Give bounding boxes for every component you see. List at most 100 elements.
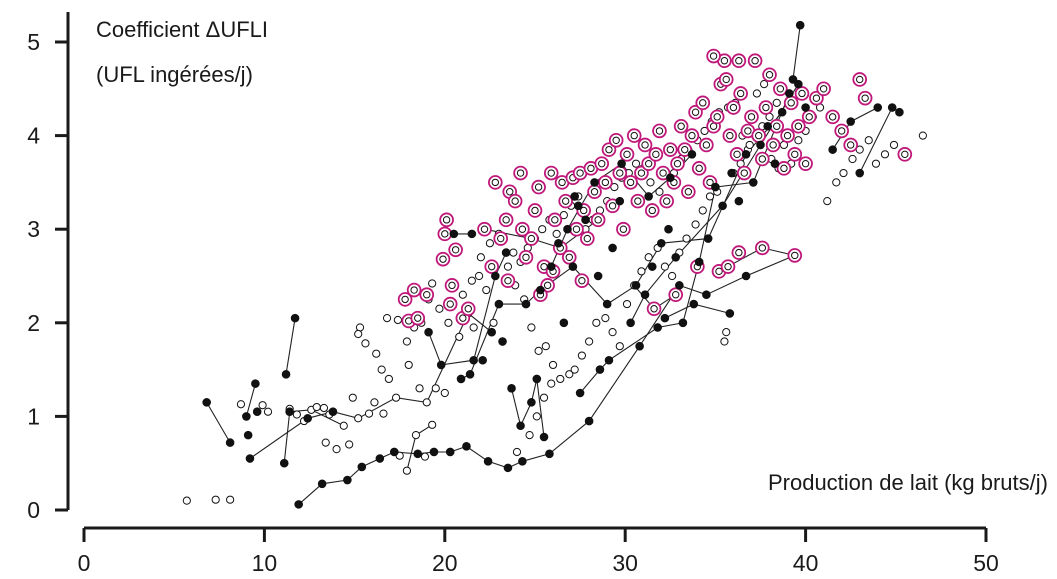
filled-point [801, 103, 810, 112]
open-point [435, 304, 444, 313]
ring-core [410, 286, 418, 294]
ring-core [681, 145, 689, 154]
ring-core [787, 99, 795, 107]
ring-core [736, 89, 745, 98]
open-point [556, 374, 565, 384]
open-point [391, 393, 401, 402]
ring-core [783, 131, 792, 140]
open-point [455, 332, 464, 341]
open-point [668, 271, 677, 281]
open-point [646, 178, 655, 187]
ring-core [758, 244, 767, 252]
filled-point [602, 299, 612, 309]
open-point [431, 384, 440, 393]
ring-core [605, 145, 613, 154]
open-point [345, 440, 354, 449]
ringed-point [594, 156, 610, 171]
filled-point [343, 475, 352, 485]
open-point [745, 140, 754, 150]
open-point [682, 234, 691, 243]
open-point [527, 323, 536, 332]
ring-core [543, 281, 552, 290]
ringed-point [718, 72, 734, 87]
ringed-point [691, 161, 707, 176]
ring-core [724, 262, 732, 271]
filled-point [449, 229, 459, 239]
open-point [880, 150, 890, 159]
open-point [655, 187, 664, 196]
open-point [918, 131, 927, 140]
ring-core [522, 253, 530, 261]
filled-point [539, 432, 549, 442]
ring-core [709, 52, 718, 60]
filled-point [895, 107, 904, 117]
filled-point [294, 500, 303, 509]
filled-point [660, 313, 670, 323]
ring-core [673, 159, 682, 168]
open-point [182, 496, 191, 505]
ring-core [448, 281, 456, 290]
open-point [258, 401, 267, 410]
open-point [458, 290, 467, 299]
ringed-point [857, 90, 873, 106]
ringed-point [695, 95, 711, 111]
filled-point [570, 192, 579, 201]
ringed-point [435, 251, 451, 267]
filled-point [887, 103, 897, 112]
ring-core [551, 216, 559, 224]
ring-core [722, 75, 730, 84]
ringed-point [699, 137, 714, 153]
open-point [720, 337, 729, 346]
filled-point [445, 447, 455, 457]
filled-point [671, 252, 681, 262]
filled-point [469, 355, 478, 365]
open-point [384, 374, 393, 384]
open-point [615, 342, 624, 351]
y-tick-label: 1 [27, 403, 40, 429]
open-point [211, 495, 220, 504]
filled-point [626, 318, 635, 328]
ring-core [801, 159, 810, 168]
filled-point [575, 388, 585, 398]
ringed-point [816, 81, 831, 97]
filled-point [703, 234, 713, 243]
open-point [698, 206, 707, 215]
open-point [601, 314, 610, 323]
filled-point [251, 379, 260, 388]
open-point [354, 414, 363, 423]
filled-point [635, 341, 644, 351]
ring-core [587, 164, 595, 173]
filled-point [794, 79, 803, 89]
ring-core [451, 246, 460, 254]
filled-point [436, 360, 446, 370]
ring-core [776, 85, 785, 93]
ringed-point [590, 212, 606, 228]
ringed-point [513, 165, 528, 181]
open-point [226, 495, 235, 504]
ringed-point [747, 53, 763, 69]
ringed-point [524, 231, 539, 246]
filled-point [785, 89, 794, 98]
y-tick-label: 4 [27, 123, 40, 149]
filled-point [617, 159, 626, 168]
filled-point [756, 140, 765, 150]
ringed-point [507, 193, 523, 209]
ringed-point [498, 212, 514, 228]
ring-core [735, 57, 743, 65]
ringed-point [755, 240, 770, 256]
ringed-point [787, 147, 803, 162]
ringed-point [442, 296, 458, 312]
open-point [772, 98, 781, 107]
open-point [444, 318, 453, 327]
ring-core [506, 188, 514, 196]
open-point [509, 248, 518, 257]
filled-point [653, 323, 662, 332]
ring-core [733, 150, 741, 159]
open-point [332, 445, 341, 454]
ringed-point [736, 165, 752, 181]
trajectory-line [249, 312, 493, 459]
ringed-point [493, 231, 509, 246]
open-point [469, 323, 478, 332]
open-point [660, 262, 669, 271]
